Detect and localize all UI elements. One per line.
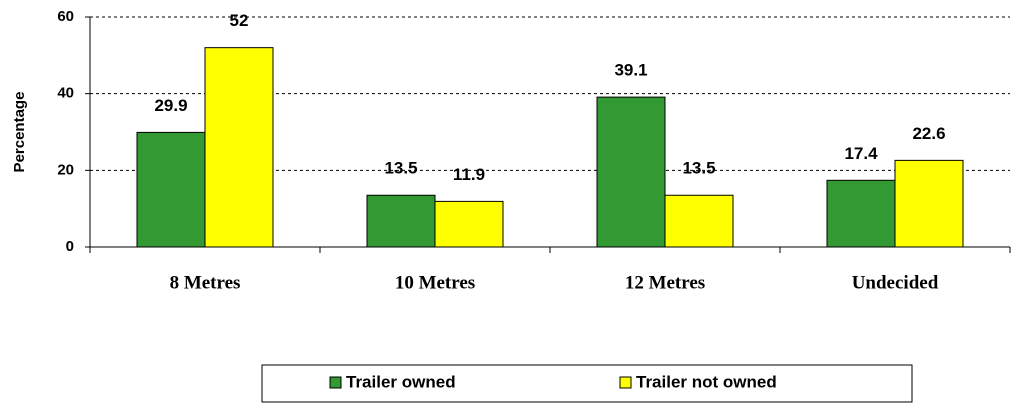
x-tick-label: 8 Metres (170, 272, 241, 293)
legend-label: Trailer owned (346, 372, 456, 391)
y-tick-label: 0 (66, 238, 74, 255)
data-label: 13.5 (682, 159, 715, 178)
bar (434, 200, 504, 248)
data-label: 52 (230, 11, 249, 30)
y-axis-label: Percentage (11, 92, 28, 173)
data-label: 22.6 (912, 124, 945, 143)
y-tick-label: 40 (57, 85, 74, 102)
legend-swatch (329, 376, 342, 389)
bar (204, 47, 274, 248)
legend-label: Trailer not owned (636, 372, 777, 391)
legend-box (261, 364, 913, 403)
data-label: 17.4 (844, 144, 878, 163)
x-tick-label: Undecided (852, 272, 939, 293)
data-label: 13.5 (384, 159, 417, 178)
y-tick-label: 20 (57, 161, 74, 178)
y-tick-label: 60 (57, 8, 74, 25)
data-label: 39.1 (614, 61, 647, 80)
x-tick-label: 12 Metres (625, 272, 705, 293)
bar (826, 179, 896, 248)
bar (136, 131, 206, 248)
bar (664, 194, 734, 248)
bar (596, 96, 666, 248)
bar (894, 159, 964, 248)
bar (366, 194, 436, 248)
legend-swatch (619, 376, 632, 389)
data-label: 11.9 (453, 165, 485, 184)
data-label: 29.9 (154, 96, 187, 115)
x-tick-label: 10 Metres (395, 272, 475, 293)
